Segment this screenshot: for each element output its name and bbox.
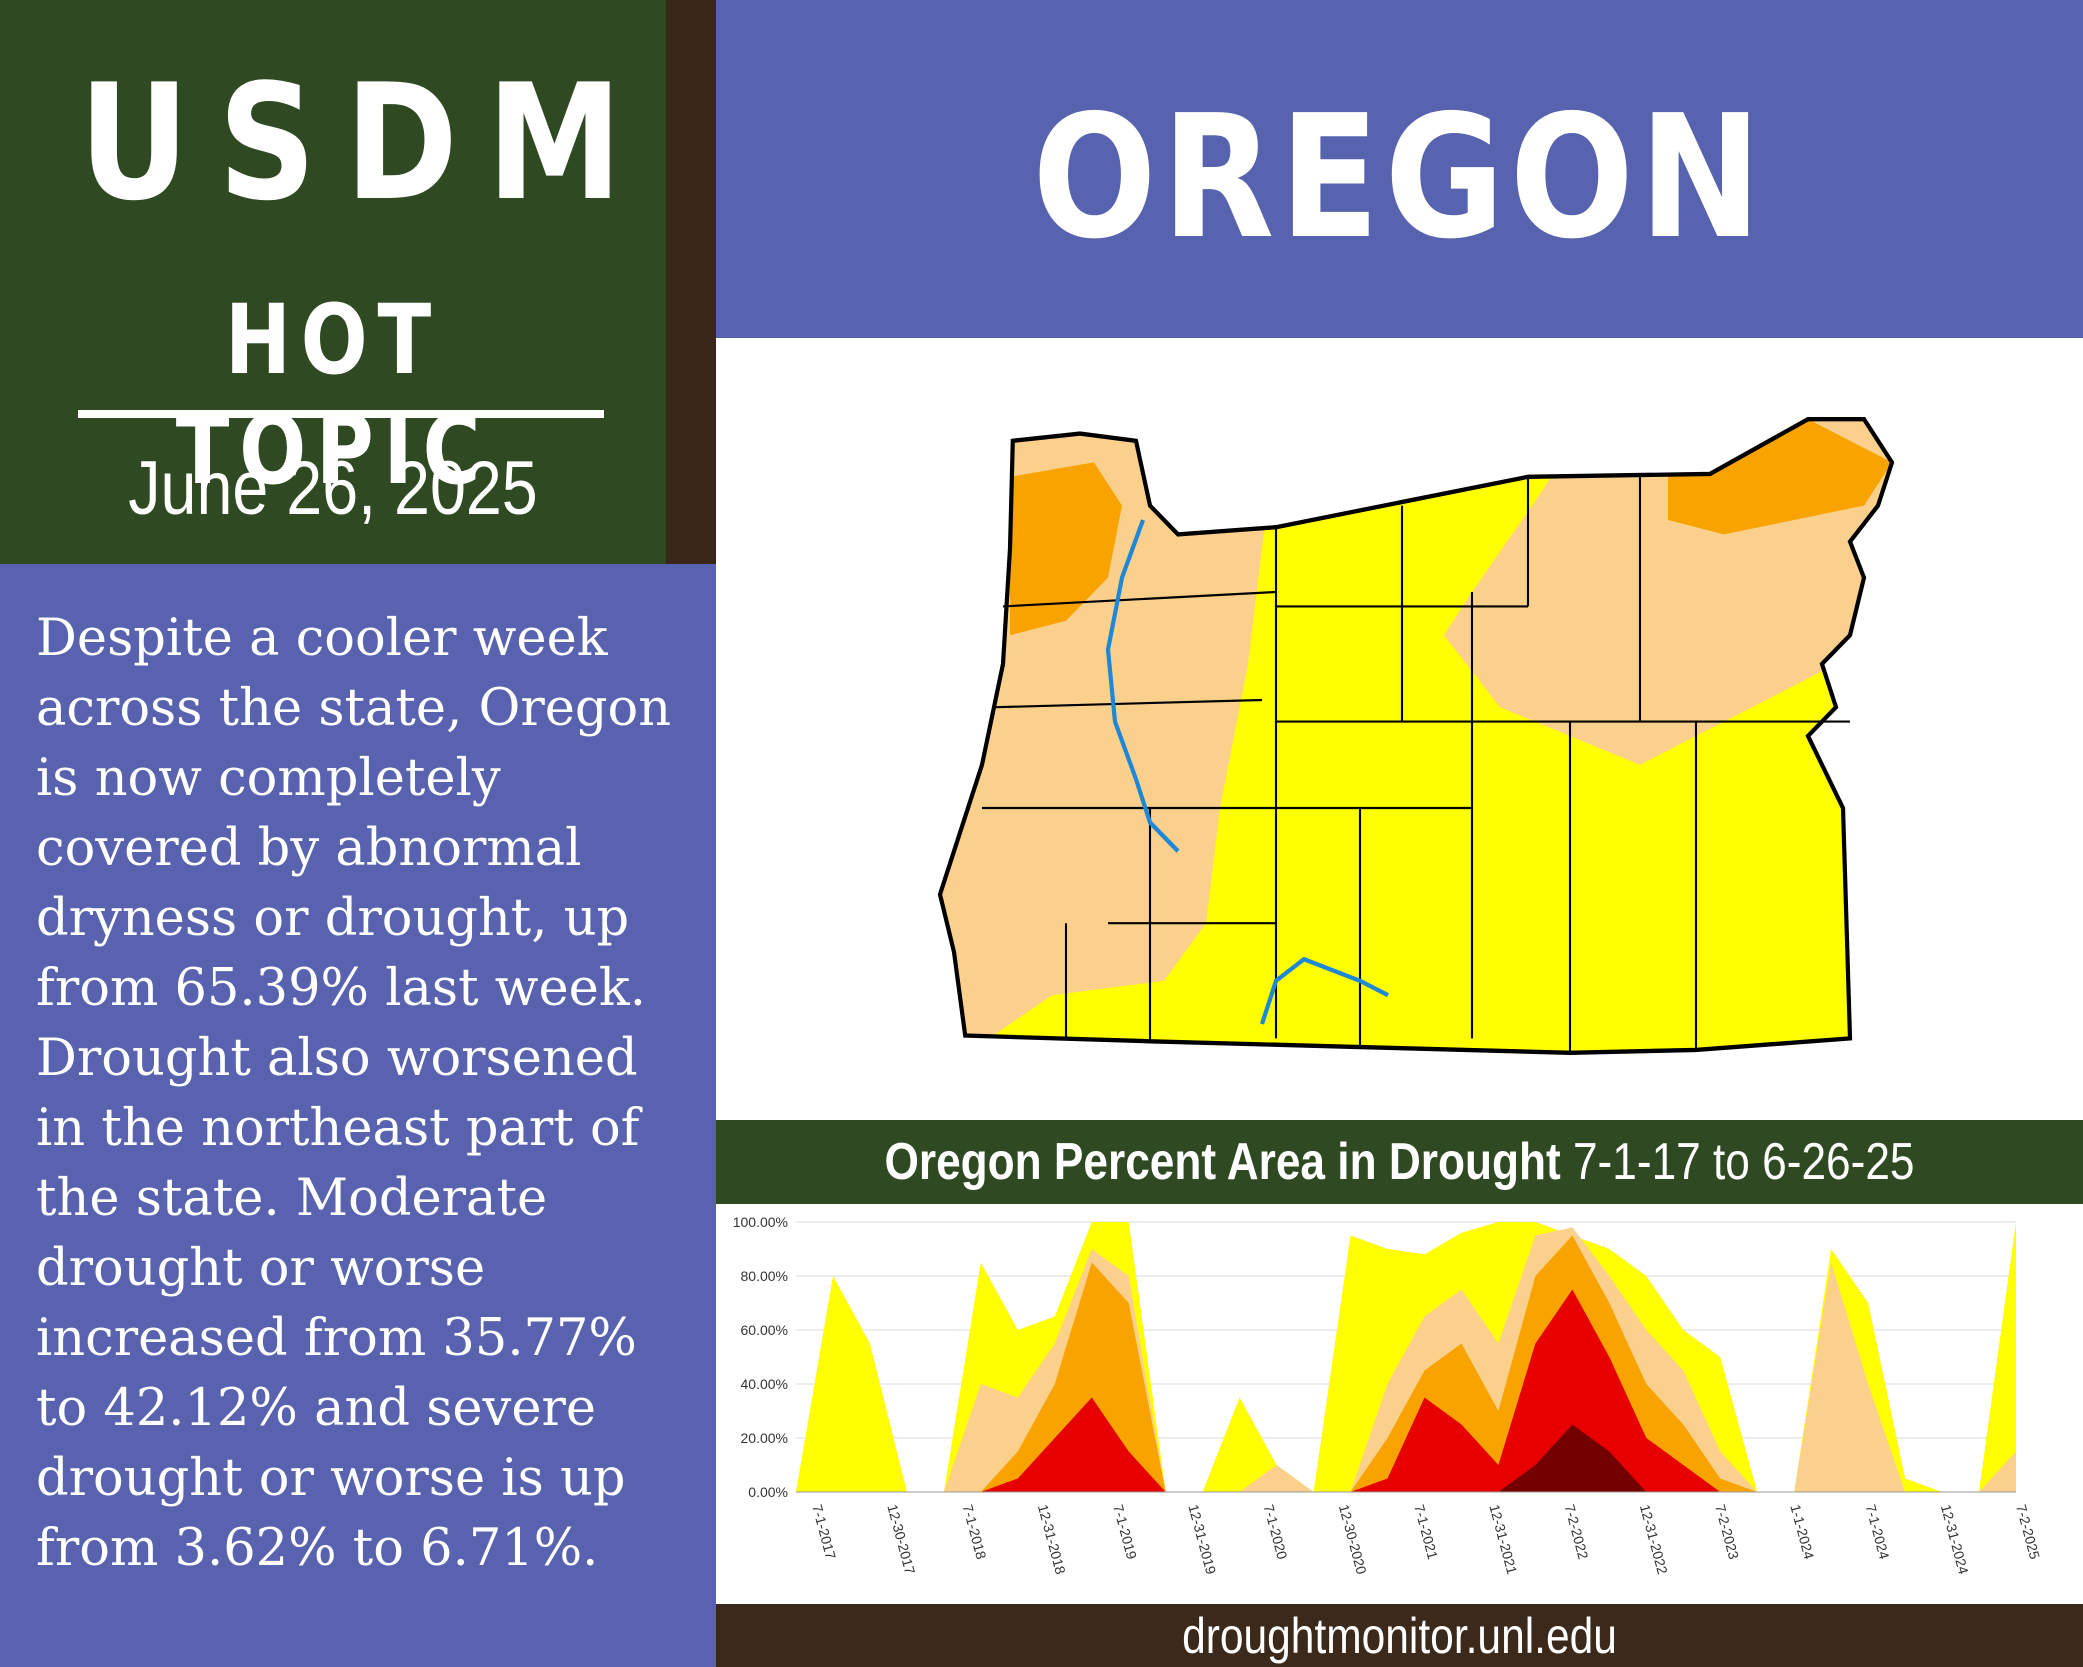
x-tick-label: 7-1-2020 [1261,1503,1291,1561]
x-tick-label: 12-31-2022 [1637,1503,1671,1577]
county-borders [937,417,1895,1055]
x-tick-label: 7-1-2019 [1110,1503,1140,1561]
x-tick-label: 1-1-2024 [1787,1503,1817,1561]
drought-map [716,338,2083,1120]
x-tick-label: 7-2-2025 [2013,1503,2043,1561]
x-tick-label: 12-30-2017 [884,1503,918,1577]
x-tick-label: 12-31-2018 [1035,1503,1069,1577]
y-tick-label: 40.00% [741,1376,788,1392]
header-title-usdm: USDM [78,49,652,236]
state-title: OREGON [1032,79,1767,277]
chart-title-bold: Oregon Percent Area in Drought [884,1133,1561,1191]
summary-text: Despite a cooler week across the state, … [36,609,672,1578]
drought-chart: 0.00% 20.00% 40.00% 60.00% 80.00% 100.00% 7-1-… [716,1204,2083,1604]
footer: droughtmonitor.unl.edu [716,1604,2083,1667]
area-series-3 [796,1289,2016,1492]
x-tick-label: 12-31-2019 [1185,1503,1219,1577]
x-tick-label: 7-1-2017 [809,1503,839,1561]
x-tick-label: 7-1-2018 [960,1503,990,1561]
background-gap [666,0,716,564]
chart-title-range: 7-1-17 to 6-26-25 [1572,1133,1915,1191]
oregon-map-svg [937,417,1895,1055]
x-tick-label: 7-1-2024 [1863,1503,1893,1561]
x-tick-label: 12-31-2021 [1486,1503,1520,1577]
state-title-bar: OREGON [716,0,2083,338]
chart-title: Oregon Percent Area in Drought 7-1-17 to… [819,1130,1981,1194]
x-tick-label: 7-1-2021 [1411,1503,1441,1561]
x-tick-label: 12-30-2020 [1336,1503,1370,1577]
x-tick-label: 7-2-2023 [1712,1503,1742,1561]
y-tick-label: 0.00% [748,1484,788,1500]
d1-northeast-region [1443,419,1892,765]
y-tick-label: 100.00% [733,1214,788,1230]
footer-url[interactable]: droughtmonitor.unl.edu [1182,1608,1617,1664]
rivers [1105,519,1389,1025]
x-tick-label: 12-31-2024 [1938,1503,1972,1577]
d2-northwest-region [1010,462,1122,636]
x-tick-label: 7-2-2022 [1562,1503,1592,1561]
summary-panel: Despite a cooler week across the state, … [0,564,716,1667]
chart-header: Oregon Percent Area in Drought 7-1-17 to… [716,1120,2083,1204]
header-panel: USDM HOT TOPIC June 26, 2025 [0,0,666,564]
y-tick-label: 60.00% [741,1322,788,1338]
y-tick-label: 20.00% [741,1430,788,1446]
header-date: June 26, 2025 [128,446,538,531]
chart-svg: 0.00% 20.00% 40.00% 60.00% 80.00% 100.00% 7-1-… [733,1214,2043,1577]
header-divider [78,410,604,418]
y-tick-label: 80.00% [741,1268,788,1284]
